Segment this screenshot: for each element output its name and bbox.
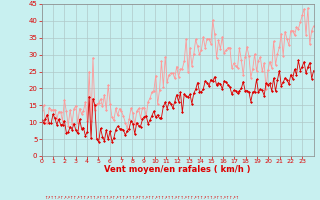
Text: ↑↗↑↑↗↑↗↗↑↑↗↑↑↗↑↑↗↑↑↑↗↑↗↑↑↗↑↑↗↑↑↗↑↑↗↑↑↗↑↑↗↑↑↗↑↑↗↑↑↗↑↑↗↑↑↗↑↑↗↑: ↑↗↑↑↗↑↗↗↑↑↗↑↑↗↑↑↗↑↑↑↗↑↗↑↑↗↑↑↗↑↑↗↑↑↗↑↑↗↑↑… — [44, 196, 239, 200]
X-axis label: Vent moyen/en rafales ( km/h ): Vent moyen/en rafales ( km/h ) — [104, 165, 251, 174]
